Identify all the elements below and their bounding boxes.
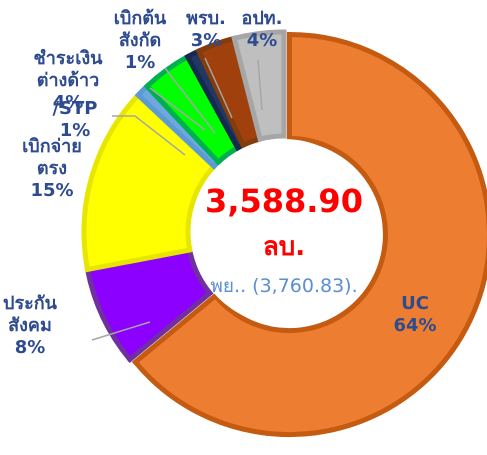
leader-line	[149, 87, 206, 131]
percent-label: 3%	[190, 30, 222, 51]
donut-segment	[231, 29, 287, 143]
percent-label: 4%	[52, 92, 84, 113]
segment-label: เบิกจ่ายตรง 15%	[12, 136, 92, 202]
segment-label: อปท. 4%	[237, 8, 287, 52]
donut-hole	[191, 139, 377, 325]
segment-label: ชำระเงินต่างด้าว 4%	[21, 48, 116, 114]
percent-label: 4%	[246, 30, 278, 51]
category-name: ชำระเงินต่างด้าว	[33, 48, 103, 91]
note: พย.. (3,760.83).	[210, 275, 358, 297]
category-name: เบิกจ่ายตรง	[22, 136, 82, 179]
leader-line	[204, 57, 233, 119]
percent-label: 15%	[30, 180, 74, 201]
percent-label: 8%	[14, 337, 46, 358]
leader-line	[257, 59, 263, 111]
category-name: พรบ.	[186, 8, 226, 29]
total-unit: ลบ.	[262, 232, 306, 262]
category-name: เบิกต้นสังกัด	[113, 8, 167, 51]
category-name: ประกันสังคม	[3, 293, 57, 336]
category-name: UC	[401, 293, 429, 314]
total-value: 3,588.90	[205, 182, 363, 220]
leader-line	[112, 115, 186, 156]
leader-line	[91, 321, 151, 341]
donut-segment	[131, 32, 487, 438]
segment-label: UC 64%	[375, 293, 455, 337]
category-name: อปท.	[241, 8, 283, 29]
segment-label: ประกันสังคม 8%	[0, 293, 70, 359]
segment-label: /STP 1%	[45, 98, 105, 142]
percent-label: 1%	[59, 120, 91, 141]
segment-label: เบิกต้นสังกัด 1%	[98, 8, 183, 74]
leader-line	[164, 67, 216, 134]
percent-label: 1%	[124, 52, 156, 73]
percent-label: 64%	[393, 315, 437, 336]
category-name: /STP	[52, 98, 98, 119]
segment-label: พรบ. 3%	[181, 8, 231, 52]
